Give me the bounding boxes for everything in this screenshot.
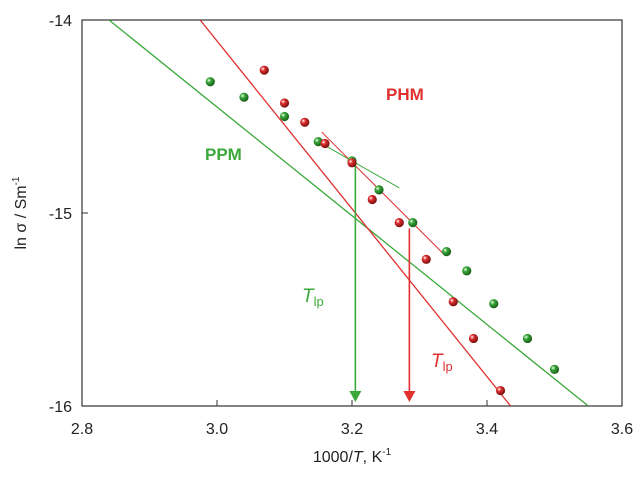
ppm-data-point [462, 266, 472, 276]
plot-area-group [81, 19, 623, 407]
x-axis-label-sup: -1 [382, 447, 391, 458]
tlp-label-phm: Tlp [431, 351, 453, 374]
ppm-data-point [239, 92, 249, 102]
ppm-data-point [279, 111, 290, 122]
phm-data-point [347, 158, 357, 168]
ppm-arrow-head [349, 391, 362, 402]
ppm-data-point [205, 77, 215, 87]
ppm-data-point [549, 364, 560, 374]
x-tick-label: 3.4 [476, 421, 498, 438]
phm-data-point [367, 194, 377, 205]
phm-data-point [495, 385, 506, 396]
plot-frame [81, 19, 623, 407]
phm-data-point [259, 65, 269, 75]
tlp-label-phm-main: T [431, 351, 444, 372]
phm-arrow-head [403, 391, 416, 402]
x-tick-label: 3.0 [206, 421, 228, 438]
tlp-label-ppm-main: T [302, 286, 315, 307]
ppm-fit-line [321, 143, 400, 189]
tlp-label-ppm: Tlp [302, 286, 324, 309]
fit-lines [108, 20, 589, 406]
phm-data-point [279, 98, 290, 108]
phm-data-point [320, 138, 330, 149]
data-points [205, 65, 560, 396]
transition-arrows [349, 162, 416, 402]
x-axis-label: 1000/T, K-1 [313, 447, 392, 466]
y-axis-label-main: ln σ / Sm [13, 185, 30, 249]
y-tick-label: -16 [49, 399, 72, 416]
y-axis-label-sup: -1 [11, 176, 22, 185]
x-axis-label-var: T [353, 449, 364, 466]
phm-data-point [468, 333, 479, 344]
ppm-data-point [374, 185, 384, 195]
x-axis-label-suffix: , K [363, 449, 383, 466]
series-label-ppm: PPM [205, 145, 242, 164]
ppm-data-point [489, 299, 499, 309]
ppm-data-point [408, 218, 418, 228]
axis-ticks: 2.8 3.0 3.2 3.4 3.6 -16 -15 -14 [49, 13, 633, 438]
tlp-label-ppm-sub: lp [314, 294, 324, 309]
y-axis-label: ln σ / Sm-1 [11, 176, 30, 249]
phm-data-point [300, 117, 310, 127]
ppm-data-point [522, 333, 533, 344]
phm-data-point [394, 218, 404, 228]
x-tick-label: 3.6 [611, 421, 633, 438]
ppm-fit-line [108, 20, 589, 406]
ppm-data-point [441, 247, 452, 257]
phm-data-point [421, 254, 431, 264]
series-label-phm: PHM [386, 85, 424, 104]
y-tick-label: -14 [49, 13, 72, 30]
x-tick-label: 2.8 [71, 421, 93, 438]
x-axis-label-prefix: 1000/ [313, 449, 354, 466]
tlp-label-phm-sub: lp [443, 359, 453, 374]
y-tick-label: -15 [49, 206, 72, 223]
x-tick-label: 3.2 [341, 421, 363, 438]
phm-data-point [448, 297, 458, 307]
